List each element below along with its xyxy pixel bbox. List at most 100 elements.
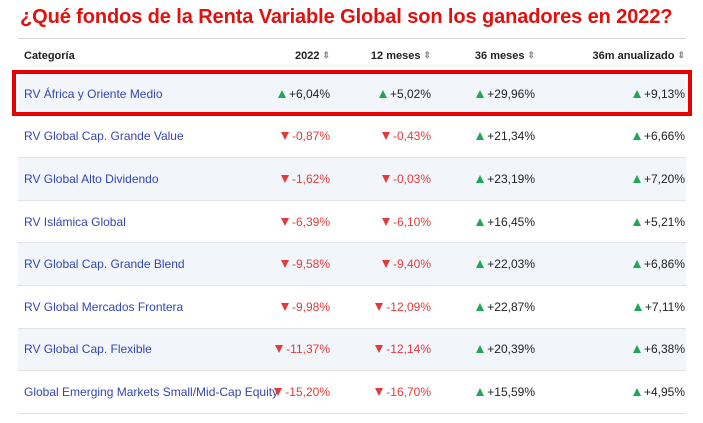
category-link[interactable]: RV Global Mercados Frontera	[24, 299, 184, 314]
triangle-up-icon	[476, 217, 485, 226]
triangle-up-icon	[632, 217, 641, 226]
value-text: -0,43%	[392, 129, 431, 144]
header-36m-anualizado[interactable]: 36m anualizado ⇕	[535, 50, 685, 62]
triangle-down-icon	[280, 217, 289, 226]
value-cell: +5,02%	[330, 87, 431, 101]
value-text: -0,03%	[392, 171, 431, 186]
value-text: -15,20%	[285, 384, 330, 399]
triangle-up-icon	[632, 345, 641, 354]
triangle-up-icon	[476, 132, 485, 141]
value-text: +29,96%	[487, 86, 535, 101]
header-36-meses[interactable]: 36 meses ⇕	[431, 50, 535, 62]
sort-icon: ⇕	[677, 50, 685, 60]
value-text: +4,95%	[643, 384, 685, 399]
category-link[interactable]: RV África y Oriente Medio	[24, 86, 163, 101]
sort-icon: ⇕	[527, 50, 535, 60]
value-cell: -0,43%	[330, 129, 431, 143]
triangle-up-icon	[476, 387, 485, 396]
value-text: +6,66%	[643, 129, 685, 144]
triangle-up-icon	[632, 260, 641, 269]
header-36m-anualizado-label: 36m anualizado	[592, 49, 675, 62]
value-cell: +15,59%	[431, 385, 535, 399]
header-36-meses-label: 36 meses	[474, 49, 525, 62]
value-text: +6,04%	[288, 86, 330, 101]
triangle-up-icon	[476, 174, 485, 183]
triangle-down-icon	[280, 132, 289, 141]
triangle-up-icon	[476, 302, 485, 311]
value-text: +7,20%	[643, 171, 685, 186]
table-row: RV Islámica Global -6,39% -6,10% +16,45% +5,…	[18, 201, 686, 244]
value-text: +6,38%	[643, 342, 685, 357]
value-text: -9,58%	[291, 257, 330, 272]
value-cell: -12,14%	[330, 342, 431, 356]
value-cell: +7,11%	[535, 300, 685, 314]
value-cell: -11,37%	[272, 342, 330, 356]
triangle-down-icon	[274, 387, 283, 396]
category-link[interactable]: Global Emerging Markets Small/Mid-Cap Eq…	[24, 384, 279, 399]
value-text: -9,40%	[392, 257, 431, 272]
value-text: -9,98%	[291, 299, 330, 314]
category-link[interactable]: RV Global Cap. Flexible	[24, 342, 152, 357]
header-12-meses-label: 12 meses	[370, 49, 421, 62]
header-2022[interactable]: 2022 ⇕	[272, 50, 330, 62]
header-categoria[interactable]: Categoría	[24, 49, 75, 62]
category-link[interactable]: RV Global Cap. Grande Value	[24, 129, 184, 144]
value-cell: -16,70%	[330, 385, 431, 399]
value-cell: +23,19%	[431, 172, 535, 186]
category-link[interactable]: RV Islámica Global	[24, 214, 126, 229]
value-text: +22,87%	[487, 299, 535, 314]
value-cell: +6,86%	[535, 257, 685, 271]
value-cell: -0,03%	[330, 172, 431, 186]
table-row: Global Emerging Markets Small/Mid-Cap Eq…	[18, 371, 686, 414]
category-link[interactable]: RV Global Alto Dividendo	[24, 171, 159, 186]
value-text: -6,10%	[392, 214, 431, 229]
value-text: -16,70%	[386, 384, 431, 399]
header-2022-label: 2022	[294, 49, 320, 62]
triangle-down-icon	[275, 345, 284, 354]
triangle-down-icon	[381, 260, 390, 269]
value-cell: +16,45%	[431, 215, 535, 229]
value-cell: +5,21%	[535, 215, 685, 229]
table-row: RV África y Oriente Medio +6,04% +5,02% +29…	[18, 73, 686, 116]
triangle-up-icon	[476, 89, 485, 98]
value-cell: -9,40%	[330, 257, 431, 271]
triangle-down-icon	[375, 345, 384, 354]
value-cell: +29,96%	[431, 87, 535, 101]
value-text: -12,09%	[386, 299, 431, 314]
value-text: +6,86%	[643, 257, 685, 272]
value-cell: -12,09%	[330, 300, 431, 314]
value-cell: +6,38%	[535, 342, 685, 356]
header-12-meses[interactable]: 12 meses ⇕	[330, 50, 431, 62]
triangle-up-icon	[378, 89, 387, 98]
sort-icon: ⇕	[322, 50, 330, 60]
value-cell: +7,20%	[535, 172, 685, 186]
table-row: RV Global Mercados Frontera -9,98% -12,09%…	[18, 286, 686, 329]
value-cell: -6,10%	[330, 215, 431, 229]
value-cell: -9,58%	[272, 257, 330, 271]
triangle-down-icon	[280, 174, 289, 183]
value-cell: +4,95%	[535, 385, 685, 399]
value-cell: +6,04%	[272, 87, 330, 101]
returns-table: Categoría 2022 ⇕ 12 meses ⇕ 36 meses ⇕ 3…	[18, 38, 686, 414]
value-cell: +21,34%	[431, 129, 535, 143]
value-cell: -15,20%	[272, 385, 330, 399]
value-cell: +9,13%	[535, 87, 685, 101]
value-cell: -6,39%	[272, 215, 330, 229]
value-text: -1,62%	[291, 171, 330, 186]
triangle-up-icon	[632, 174, 641, 183]
value-text: -6,39%	[291, 214, 330, 229]
table-row: RV Global Cap. Flexible -11,37% -12,14% +20…	[18, 328, 686, 372]
value-text: -11,37%	[286, 342, 330, 357]
value-text: +9,13%	[643, 86, 685, 101]
value-text: +22,03%	[487, 257, 535, 272]
value-cell: -9,98%	[272, 300, 330, 314]
category-link[interactable]: RV Global Cap. Grande Blend	[24, 257, 185, 272]
value-cell: +20,39%	[431, 342, 535, 356]
value-cell: +22,87%	[431, 300, 535, 314]
triangle-up-icon	[277, 89, 286, 98]
triangle-down-icon	[381, 174, 390, 183]
value-text: +7,11%	[644, 299, 685, 314]
triangle-up-icon	[632, 387, 641, 396]
triangle-down-icon	[280, 260, 289, 269]
triangle-up-icon	[632, 89, 641, 98]
